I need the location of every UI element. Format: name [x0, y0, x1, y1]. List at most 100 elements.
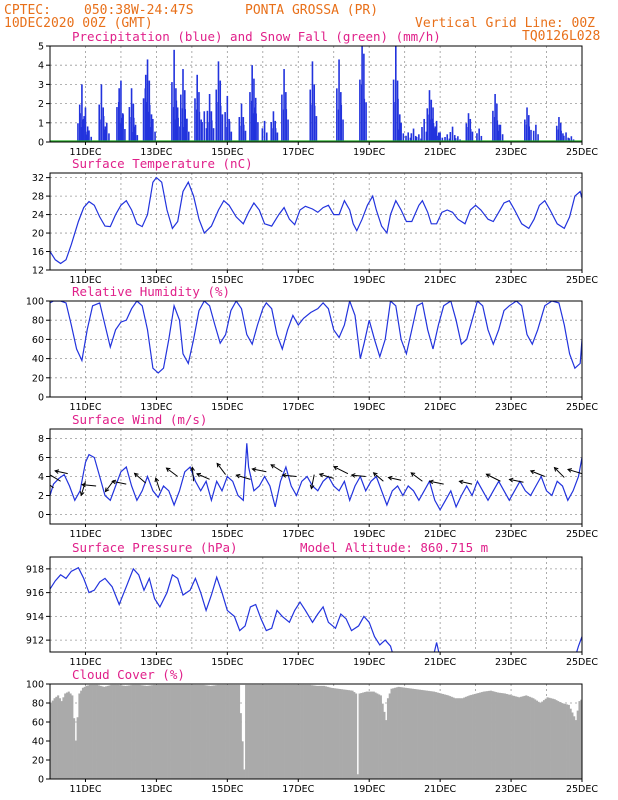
temp-ytick-label: 20	[32, 229, 44, 240]
precip-xtick-label: 25DEC	[566, 147, 598, 158]
cloud-cover-bar	[310, 685, 313, 779]
cloud-cover-bar	[74, 741, 77, 779]
precip-bar	[226, 95, 229, 142]
header-date: 10DEC2020 00Z (GMT)	[4, 16, 153, 31]
cloud-cover-bar	[557, 701, 560, 779]
temp-ytick-label: 24	[32, 210, 44, 221]
precip-bar	[311, 104, 313, 142]
cloud-cover-bar	[161, 684, 164, 779]
rh-xtick-label: 25DEC	[566, 402, 598, 413]
cloud-cover-bar	[433, 691, 436, 779]
cloud-cover-bar	[298, 684, 301, 779]
precip-ytick-label: 5	[38, 42, 44, 53]
cloud-cover-bar	[246, 684, 249, 779]
cloud-cover-bar	[190, 684, 193, 779]
cloud-cover-bar	[376, 693, 379, 779]
wind-wind-arrow	[282, 474, 297, 477]
precip-bar	[365, 102, 367, 142]
precip-bar	[451, 126, 454, 142]
wind-wind-arrowhead	[79, 491, 85, 497]
temp-xtick-label: 15DEC	[211, 275, 243, 286]
cloud-cover-bar	[489, 690, 492, 779]
precip-bar	[363, 53, 365, 142]
wind-wind-arrowhead	[154, 477, 160, 483]
cloud-cover-bar	[372, 691, 375, 779]
wind-wind-arrow	[567, 468, 582, 475]
wind-ytick-label: 2	[38, 491, 44, 502]
precip-bar	[78, 104, 81, 142]
precip-bar	[444, 137, 446, 142]
precip-bar	[478, 128, 480, 142]
precip-bar	[415, 137, 418, 142]
wind-wind-arrowhead	[508, 477, 514, 483]
cloud-cover-bar	[193, 684, 196, 779]
cloud-cover-bar	[308, 684, 312, 779]
cloud-cover-bar	[418, 689, 421, 779]
precip-bar	[183, 90, 186, 142]
precip-bar	[563, 135, 565, 142]
precip-data	[50, 46, 582, 142]
precip-xtick-label: 19DEC	[353, 147, 385, 158]
cloud-cover-bar	[159, 684, 163, 779]
precip-bar	[570, 136, 573, 142]
precip-bar	[253, 78, 255, 142]
precip-bar	[201, 122, 203, 142]
cloud-cover-bar	[324, 686, 327, 779]
cloud-cover-bar	[488, 690, 491, 779]
precip-bar	[568, 138, 570, 142]
pres-xtick-label: 23DEC	[495, 657, 527, 668]
precip-bar	[240, 103, 243, 142]
cloud-cover-bar	[243, 769, 246, 779]
precip-bar	[198, 92, 200, 142]
cloud-cover-bar	[507, 694, 510, 779]
cloud-cover-bar	[106, 685, 109, 779]
precip-bar	[200, 119, 202, 142]
wind-wind-arrow	[388, 477, 402, 481]
cloud-cover-bar	[495, 692, 498, 779]
precip-bar	[208, 94, 211, 142]
precip-xtick-label: 15DEC	[211, 147, 243, 158]
cloud-cover-bar	[411, 688, 414, 779]
precip-bar	[392, 79, 395, 142]
cloud-cover-bar	[425, 690, 429, 779]
wind-frame	[49, 428, 583, 525]
precip-bar	[283, 69, 285, 142]
wind-wind-arrowhead	[216, 462, 222, 468]
cloud-cover-bar	[571, 712, 574, 779]
precip-bar	[181, 108, 184, 142]
cloud-cover-bar	[427, 690, 430, 779]
cloud-cover-bar	[81, 687, 85, 779]
precip-bar	[173, 49, 175, 142]
precip-ytick-label: 3	[38, 80, 44, 91]
precip-bar	[471, 131, 474, 142]
cloud-cover-bar	[519, 696, 523, 779]
pres-xtick-label: 15DEC	[211, 657, 243, 668]
precip-bar	[120, 80, 122, 142]
cloud-cover-bar	[58, 698, 61, 779]
precip-bar	[530, 129, 532, 142]
precip-bar	[559, 122, 562, 142]
cloud-cover-bar	[291, 684, 294, 779]
cloud-cover-bar	[466, 696, 469, 779]
cloud-cover-bar	[326, 686, 329, 779]
cloud-cover-bar	[333, 688, 336, 779]
cloud-cover-bar	[204, 685, 207, 779]
rh-ytick-label: 20	[32, 373, 44, 384]
cloud-cover-bar	[188, 684, 191, 779]
cloud-cover-bar	[108, 685, 111, 779]
cloud-cover-bar	[541, 701, 544, 779]
header-city: PONTA GROSSA (PR)	[245, 3, 378, 18]
wind-xtick-label: 23DEC	[495, 529, 527, 540]
cloud-cover-bar	[220, 684, 223, 779]
cloud-cover-bar	[172, 684, 175, 779]
cloud-cover-bar	[457, 698, 460, 779]
cloud-cover-bar	[245, 684, 248, 779]
wind-wind-arrowhead	[410, 472, 416, 477]
cloud-cover-bar	[97, 685, 100, 779]
precip-bar	[537, 134, 539, 142]
precip-bar	[454, 138, 457, 142]
cloud-frame	[49, 683, 583, 780]
cloud-cover-bar	[175, 684, 179, 779]
precip-bar	[309, 89, 312, 142]
cloud-cover-bar	[349, 690, 352, 779]
